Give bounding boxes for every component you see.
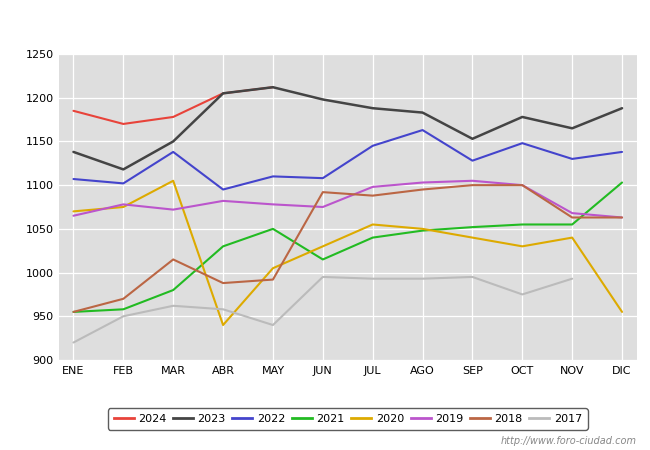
2023	[319, 97, 327, 102]
2018	[70, 309, 77, 315]
2021	[519, 222, 526, 227]
2021	[319, 257, 327, 262]
2020	[169, 178, 177, 184]
2019	[618, 215, 626, 220]
2023	[519, 114, 526, 120]
Line: 2023: 2023	[73, 87, 622, 169]
2017	[369, 276, 376, 281]
2022	[219, 187, 227, 192]
2023	[120, 166, 127, 172]
2023	[419, 110, 426, 115]
2018	[469, 182, 476, 188]
2020	[120, 204, 127, 210]
2020	[269, 266, 277, 271]
2023	[219, 90, 227, 96]
2019	[568, 211, 576, 216]
2019	[219, 198, 227, 203]
Text: Afiliados en Pepino a 31/5/2024: Afiliados en Pepino a 31/5/2024	[182, 14, 468, 32]
2022	[269, 174, 277, 179]
2023	[269, 85, 277, 90]
2021	[169, 288, 177, 293]
2017	[120, 314, 127, 319]
2018	[219, 280, 227, 286]
2022	[469, 158, 476, 163]
2024	[269, 85, 277, 90]
2021	[469, 225, 476, 230]
2018	[269, 277, 277, 282]
2018	[319, 189, 327, 195]
2019	[70, 213, 77, 218]
2022	[618, 149, 626, 155]
2019	[169, 207, 177, 212]
2021	[369, 235, 376, 240]
2017	[469, 274, 476, 279]
2022	[568, 156, 576, 162]
2019	[120, 202, 127, 207]
Line: 2020: 2020	[73, 181, 622, 325]
2018	[618, 215, 626, 220]
2019	[419, 180, 426, 185]
2019	[369, 184, 376, 189]
2018	[169, 257, 177, 262]
2017	[519, 292, 526, 297]
2020	[469, 235, 476, 240]
2017	[169, 303, 177, 309]
2022	[120, 181, 127, 186]
2017	[319, 274, 327, 279]
2021	[618, 180, 626, 185]
2019	[469, 178, 476, 184]
2024	[70, 108, 77, 113]
2020	[519, 243, 526, 249]
Line: 2021: 2021	[73, 183, 622, 312]
Line: 2018: 2018	[73, 185, 622, 312]
2022	[369, 143, 376, 148]
2017	[419, 276, 426, 281]
2019	[519, 182, 526, 188]
2021	[568, 222, 576, 227]
2020	[369, 222, 376, 227]
2020	[319, 243, 327, 249]
2018	[120, 296, 127, 302]
2020	[618, 309, 626, 315]
2024	[219, 90, 227, 96]
2018	[369, 193, 376, 198]
Line: 2024: 2024	[73, 87, 273, 124]
2022	[70, 176, 77, 182]
2020	[70, 209, 77, 214]
2020	[219, 322, 227, 328]
2018	[519, 182, 526, 188]
2023	[568, 126, 576, 131]
2021	[70, 309, 77, 315]
2017	[568, 276, 576, 281]
2019	[269, 202, 277, 207]
2023	[469, 136, 476, 141]
2021	[419, 228, 426, 233]
2023	[618, 105, 626, 111]
2023	[369, 105, 376, 111]
2020	[568, 235, 576, 240]
Line: 2022: 2022	[73, 130, 622, 189]
2021	[219, 243, 227, 249]
2018	[568, 215, 576, 220]
Legend: 2024, 2023, 2022, 2021, 2020, 2019, 2018, 2017: 2024, 2023, 2022, 2021, 2020, 2019, 2018…	[108, 409, 588, 430]
2023	[169, 139, 177, 144]
2021	[269, 226, 277, 232]
2018	[419, 187, 426, 192]
2022	[169, 149, 177, 155]
2022	[519, 140, 526, 146]
Line: 2019: 2019	[73, 181, 622, 217]
2017	[70, 340, 77, 345]
2021	[120, 306, 127, 312]
2024	[169, 114, 177, 120]
Text: http://www.foro-ciudad.com: http://www.foro-ciudad.com	[501, 436, 637, 446]
2022	[319, 176, 327, 181]
Line: 2017: 2017	[73, 277, 572, 342]
2017	[219, 306, 227, 312]
2024	[120, 121, 127, 126]
2019	[319, 204, 327, 210]
2023	[70, 149, 77, 155]
2020	[419, 226, 426, 232]
2017	[269, 322, 277, 328]
2022	[419, 127, 426, 133]
